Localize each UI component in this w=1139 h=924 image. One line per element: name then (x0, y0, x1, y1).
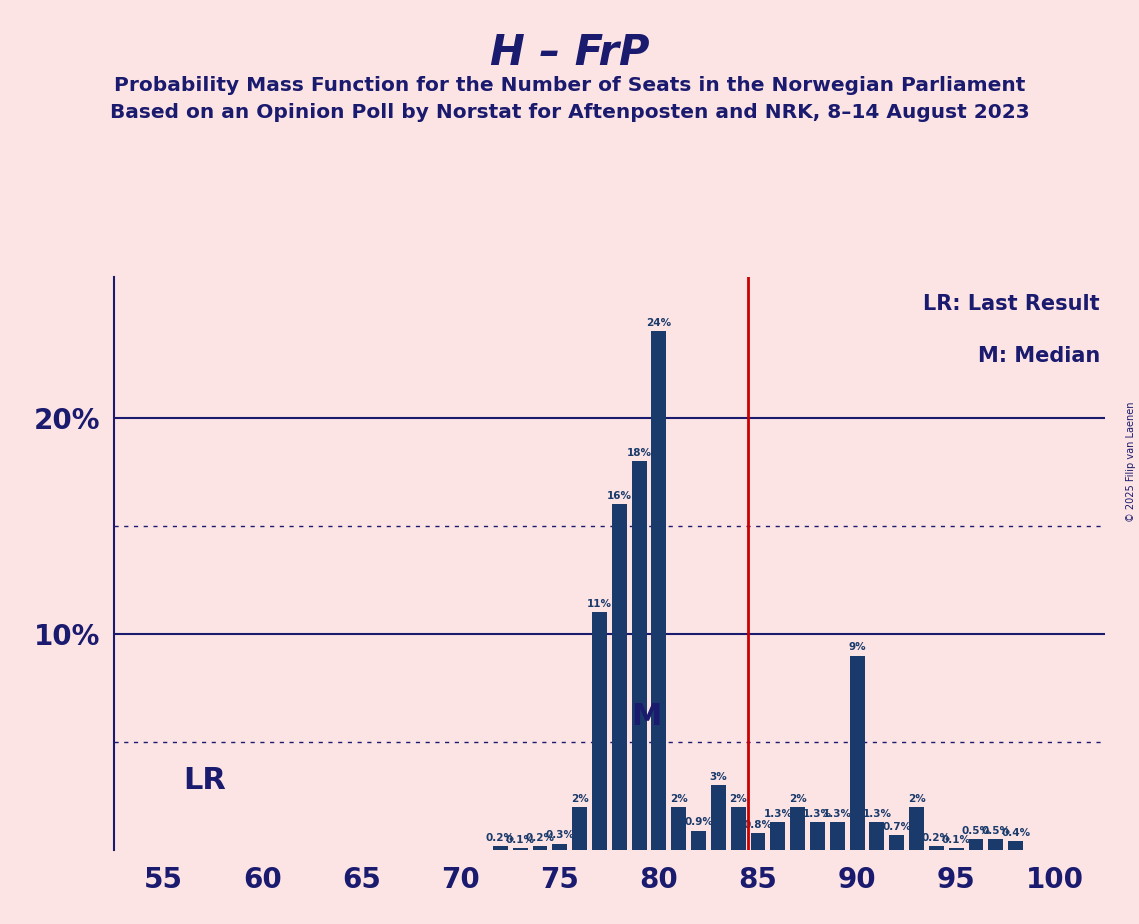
Text: 16%: 16% (607, 491, 632, 501)
Bar (790, 807, 805, 850)
Bar (671, 807, 686, 850)
Text: 0.7%: 0.7% (883, 821, 911, 832)
Bar (909, 807, 924, 850)
Text: 1.3%: 1.3% (862, 808, 892, 819)
Text: 3%: 3% (710, 772, 727, 782)
Text: M: Median: M: Median (977, 346, 1100, 366)
Text: LR: Last Result: LR: Last Result (924, 295, 1100, 314)
Text: 2%: 2% (789, 794, 806, 804)
Text: 1.3%: 1.3% (822, 808, 852, 819)
Bar (592, 613, 607, 850)
Bar (929, 845, 944, 850)
Bar (890, 835, 904, 850)
Text: 2%: 2% (908, 794, 925, 804)
Text: 2%: 2% (729, 794, 747, 804)
Text: 0.2%: 0.2% (525, 833, 555, 843)
Text: M: M (631, 701, 662, 731)
Text: 1.3%: 1.3% (803, 808, 831, 819)
Bar (968, 839, 983, 850)
Text: 0.3%: 0.3% (546, 831, 574, 840)
Bar (572, 807, 587, 850)
Text: 0.5%: 0.5% (982, 826, 1010, 836)
Text: 9%: 9% (849, 642, 866, 652)
Bar (533, 845, 548, 850)
Bar (1008, 842, 1023, 850)
Bar (731, 807, 746, 850)
Bar (513, 848, 527, 850)
Text: Probability Mass Function for the Number of Seats in the Norwegian Parliament: Probability Mass Function for the Number… (114, 76, 1025, 95)
Text: 18%: 18% (626, 448, 652, 457)
Text: 0.2%: 0.2% (921, 833, 951, 843)
Text: LR: LR (183, 766, 227, 796)
Text: 11%: 11% (587, 599, 612, 609)
Text: 0.8%: 0.8% (744, 820, 772, 830)
Bar (691, 831, 706, 850)
Bar (632, 461, 647, 850)
Text: H – FrP: H – FrP (490, 32, 649, 74)
Bar (652, 331, 666, 850)
Bar (612, 505, 626, 850)
Text: 0.4%: 0.4% (1001, 828, 1030, 838)
Bar (770, 822, 785, 850)
Bar (711, 785, 726, 850)
Text: 0.2%: 0.2% (486, 833, 515, 843)
Bar (751, 833, 765, 850)
Bar (989, 839, 1003, 850)
Text: 0.9%: 0.9% (685, 818, 713, 827)
Bar (850, 655, 865, 850)
Text: © 2025 Filip van Laenen: © 2025 Filip van Laenen (1126, 402, 1136, 522)
Bar (830, 822, 845, 850)
Text: 2%: 2% (571, 794, 589, 804)
Text: 0.5%: 0.5% (961, 826, 991, 836)
Bar (552, 844, 567, 850)
Text: 0.1%: 0.1% (942, 834, 970, 845)
Text: Based on an Opinion Poll by Norstat for Aftenposten and NRK, 8–14 August 2023: Based on an Opinion Poll by Norstat for … (109, 103, 1030, 123)
Bar (869, 822, 884, 850)
Text: 2%: 2% (670, 794, 688, 804)
Text: 24%: 24% (646, 318, 672, 328)
Bar (493, 845, 508, 850)
Bar (810, 822, 825, 850)
Text: 0.1%: 0.1% (506, 834, 534, 845)
Text: 1.3%: 1.3% (763, 808, 793, 819)
Bar (949, 848, 964, 850)
